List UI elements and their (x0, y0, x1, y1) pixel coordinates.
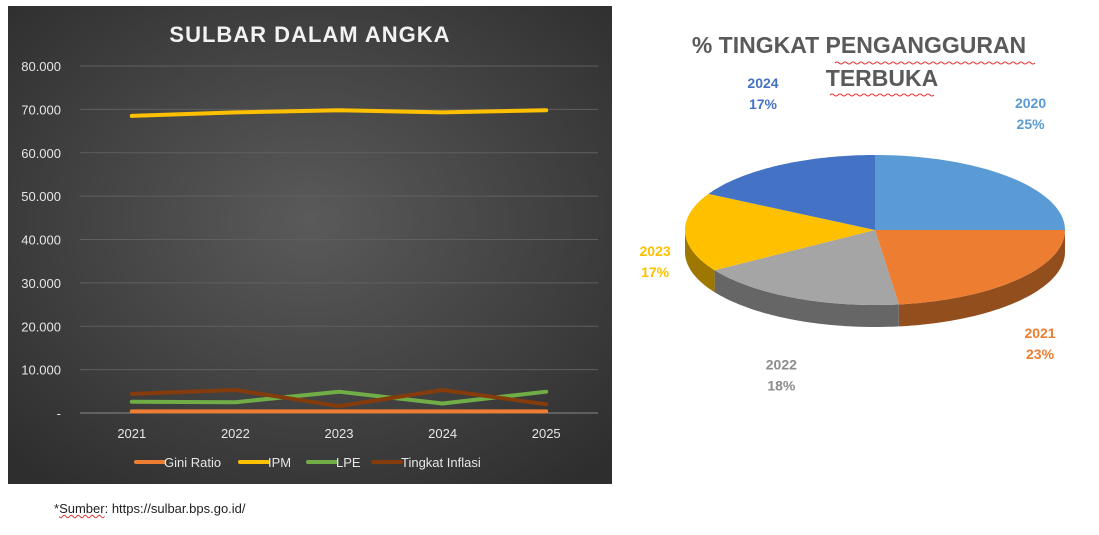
pie-label-2021: 2021 23% (1024, 325, 1055, 362)
series-line-ipm (129, 108, 549, 118)
pie-slice-2024 (708, 155, 875, 230)
y-tick-label: 70.000 (21, 102, 61, 117)
y-tick-label: 80.000 (21, 59, 61, 74)
chart-background (8, 6, 612, 484)
series-line-tingkat-inflasi (129, 388, 549, 409)
legend-label: Gini Ratio (164, 455, 221, 470)
pie-label-category: 2022 (766, 357, 797, 373)
y-tick-label: 20.000 (21, 319, 61, 334)
source-note: *Sumber: https://sulbar.bps.go.id/ (54, 501, 246, 516)
pie-label-2023: 2023 17% (640, 243, 671, 280)
chart-title: SULBAR DALAM ANGKA (169, 22, 450, 47)
title-spellcheck-underline-1 (834, 61, 1036, 65)
x-tick-label: 2023 (325, 426, 354, 441)
legend-label: IPM (268, 455, 291, 470)
y-tick-label: 30.000 (21, 276, 61, 291)
pie-label-2022: 2022 18% (766, 357, 797, 394)
pie-side-2021 (898, 230, 1065, 327)
legend-label: LPE (336, 455, 361, 470)
legend: Gini Ratio IPM LPE Tingkat Inflasi (134, 455, 481, 470)
pie-label-percent: 25% (1017, 116, 1046, 132)
pie-3d-side (685, 230, 1065, 327)
y-tick-label: 10.000 (21, 363, 61, 378)
pie-label-category: 2020 (1015, 95, 1046, 111)
source-prefix: * (54, 501, 60, 516)
pie-slices (685, 155, 1065, 305)
y-tick-label: - (57, 406, 61, 421)
y-axis-ticks: - 10.000 20.000 30.000 40.000 50.000 60.000 70.… (21, 59, 61, 421)
legend-label: Tingkat Inflasi (401, 455, 481, 470)
pie-slice-2021 (875, 230, 1065, 305)
pie-label-2020: 2020 25% (1015, 95, 1046, 132)
series-lines (129, 108, 549, 414)
y-tick-label: 60.000 (21, 146, 61, 161)
legend-item-tingkat-inflasi: Tingkat Inflasi (371, 455, 481, 470)
x-tick-label: 2025 (532, 426, 561, 441)
pie-label-percent: 23% (1026, 346, 1055, 362)
pie-data-labels: 2020 25% 2021 23% 2022 18% 2023 17% 2024 17% (640, 75, 1056, 394)
x-tick-label: 2024 (428, 426, 457, 441)
legend-item-gini-ratio: Gini Ratio (134, 455, 221, 470)
legend-item-lpe: LPE (306, 455, 361, 470)
pie-slice-2023 (685, 193, 875, 271)
pie-label-percent: 18% (767, 378, 796, 394)
x-axis-ticks: 2021 2022 2023 2024 2025 (117, 426, 560, 441)
line-chart: SULBAR DALAM ANGKA - 10.000 20.000 30.000 40… (8, 6, 612, 484)
pie-title-line1: % TINGKAT PENGANGGURAN (692, 32, 1026, 58)
pie-slice-2020 (875, 155, 1065, 230)
pie-label-percent: 17% (641, 264, 670, 280)
pie-label-percent: 17% (749, 96, 778, 112)
x-tick-label: 2022 (221, 426, 250, 441)
x-tick-label: 2021 (117, 426, 146, 441)
legend-item-ipm: IPM (238, 455, 291, 470)
pie-label-category: 2021 (1024, 325, 1055, 341)
pie-chart: % TINGKAT PENGANGGURAN TERBUKA 202025%20… (640, 32, 1065, 394)
pie-label-category: 2023 (640, 243, 671, 259)
source-url: : https://sulbar.bps.go.id/ (104, 501, 246, 516)
series-line-lpe (129, 389, 549, 406)
pie-side-2022 (714, 270, 899, 327)
y-tick-label: 50.000 (21, 189, 61, 204)
y-tick-label: 40.000 (21, 233, 61, 248)
title-spellcheck-underline-2 (829, 93, 935, 97)
pie-side-2023 (685, 231, 715, 293)
pie-slice-2022 (714, 230, 899, 305)
source-word: Sumber (59, 501, 105, 516)
pie-label-2024: 2024 17% (747, 75, 778, 112)
pie-title-line2: TERBUKA (826, 65, 938, 91)
pie-label-category: 2024 (747, 75, 778, 91)
